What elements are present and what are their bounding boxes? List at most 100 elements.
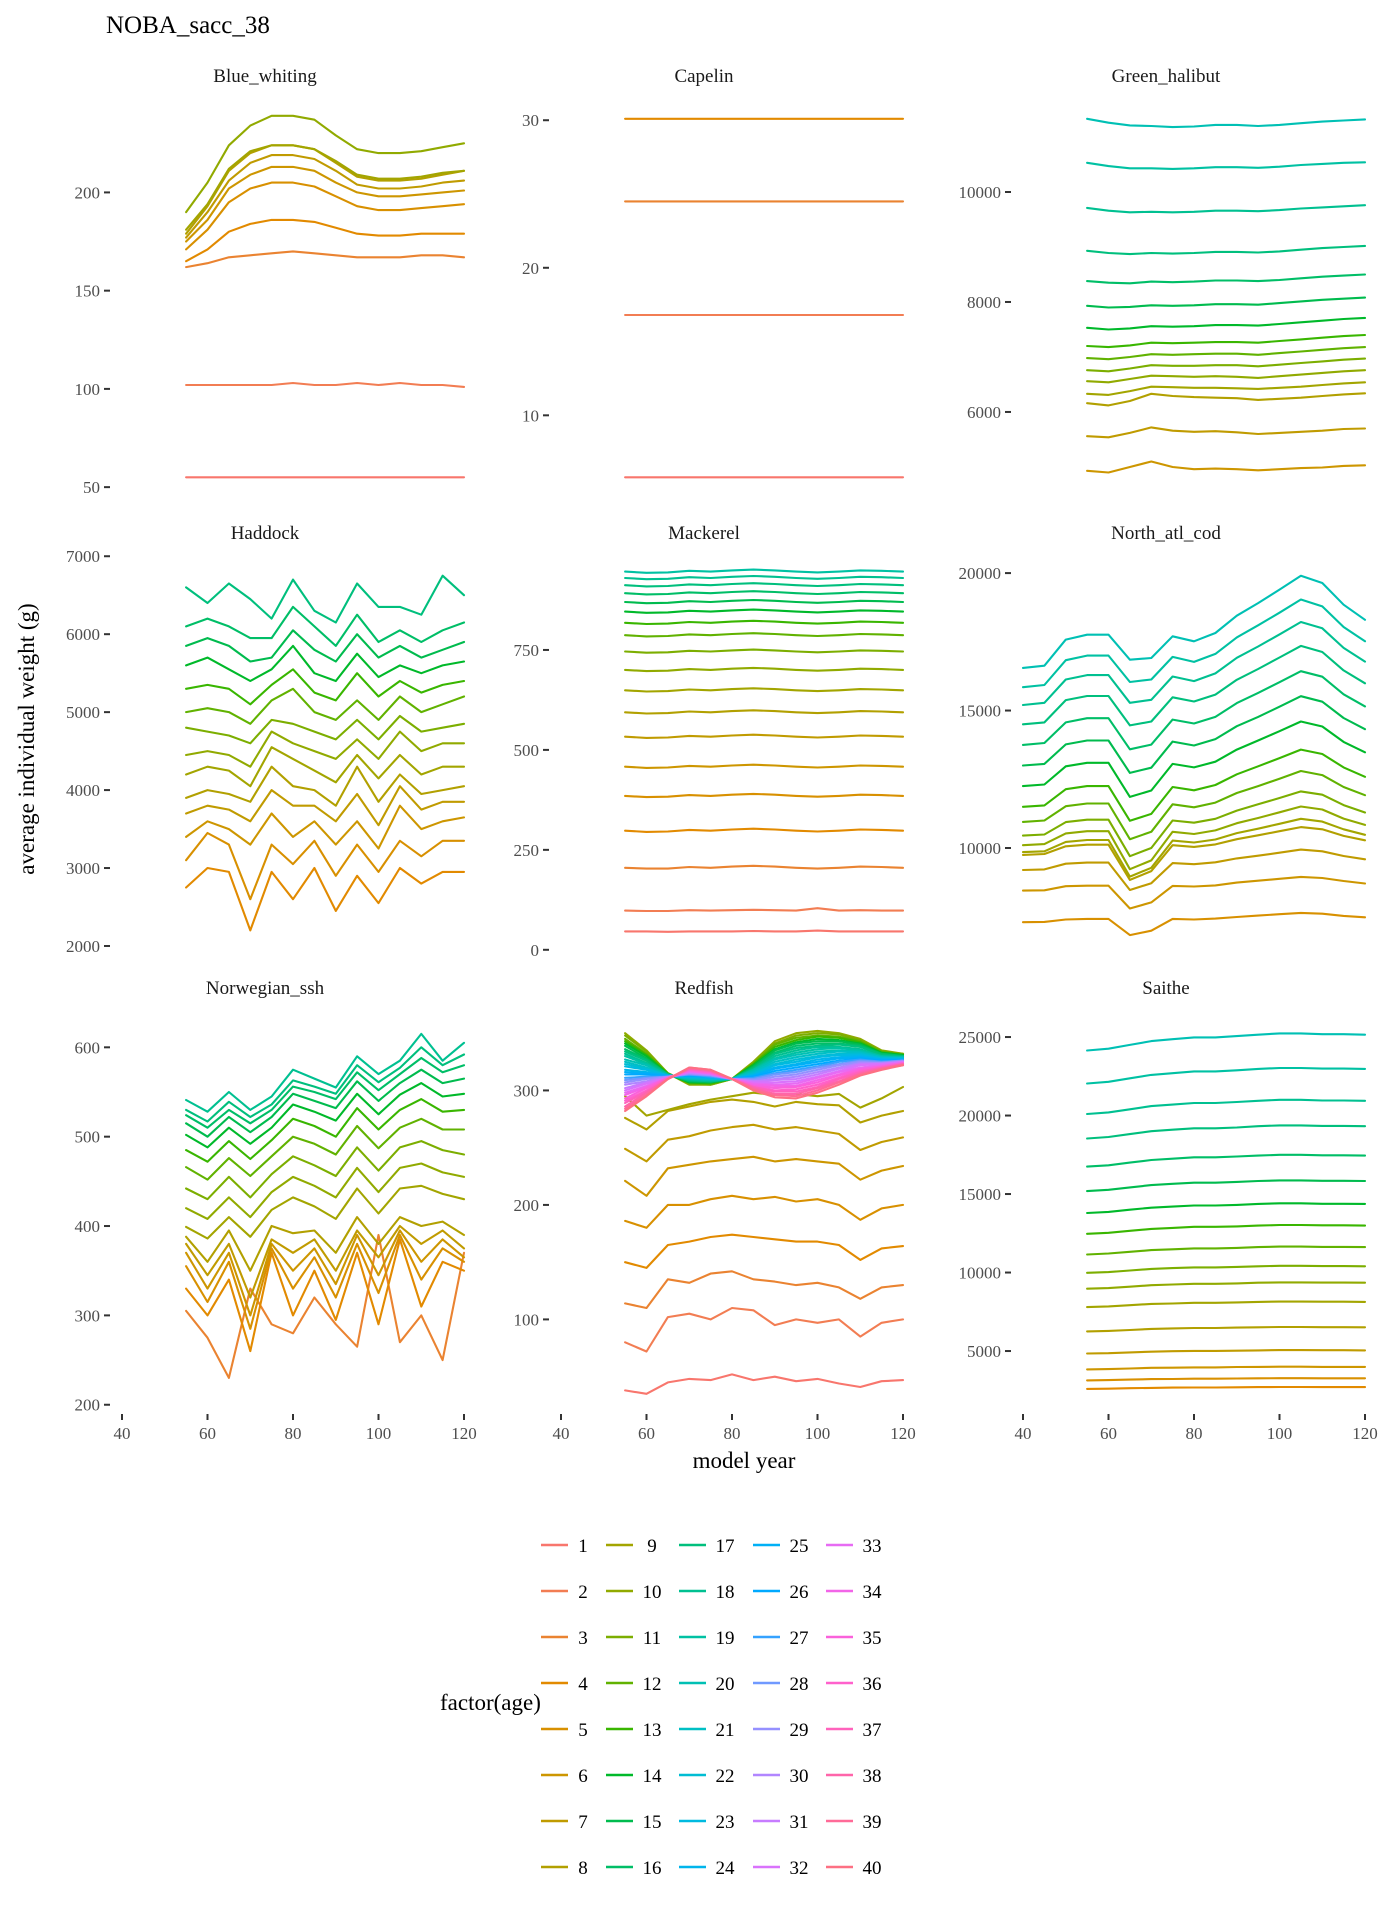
legend-item: 5 [541,1720,588,1741]
legend: factor(age) 1234567891011121314151617181… [440,1536,882,1879]
x-axis-title: model year [693,1448,796,1473]
legend-item: 20 [679,1674,735,1695]
legend-item: 29 [753,1720,809,1741]
y-tick-label: 3000 [66,859,100,878]
legend-label: 21 [716,1720,735,1741]
legend-label: 17 [716,1536,735,1557]
series-line-age-40 [624,1064,905,1113]
y-tick-label: 100 [514,1310,540,1329]
series-line-age-10 [1086,369,1367,384]
strip-label: Norwegian_ssh [206,978,325,999]
strip-label: Redfish [674,978,734,999]
legend-keys: 1234567891011121314151617181920212223242… [541,1536,882,1879]
series-line-age-15 [185,1068,466,1138]
strip-label: Capelin [674,66,734,87]
legend-item: 9 [606,1536,657,1557]
legend-label: 12 [643,1674,662,1695]
series-line-age-12 [1086,346,1367,361]
legend-item: 12 [606,1674,662,1695]
series-line-age-15 [185,629,466,663]
series-line-age-12 [624,632,905,638]
series-line-age-5 [1021,911,1367,937]
series-line-age-18 [1086,1098,1367,1116]
series-line-age-8 [185,765,466,807]
series-line-age-3 [185,1233,466,1379]
series-line-age-14 [1086,1202,1367,1215]
legend-label: 38 [863,1766,882,1787]
legend-item: 35 [826,1628,882,1649]
panel-norwegian-ssh: Norwegian_ssh 200 300 400 500 600 40 60 80 100 120 [75,978,477,1443]
legend-label: 18 [716,1582,735,1603]
y-tick-label: 200 [75,1396,101,1415]
panel-redfish: Redfish 100 200 300 40 60 80 100 120 [514,978,916,1443]
series-line-age-14 [1086,316,1367,331]
x-tick-label: 100 [1267,1424,1293,1443]
y-tick-label: 500 [75,1128,101,1147]
series-line-age-13 [1086,1223,1367,1235]
series-line-age-5 [185,1233,466,1330]
series-line-age-17 [185,574,466,624]
y-tick-label: 20000 [959,564,1002,583]
legend-label: 24 [716,1858,736,1879]
y-tick-label: 20 [522,259,539,278]
series-line-age-7 [185,154,466,239]
legend-label: 23 [716,1812,735,1833]
legend-label: 39 [863,1812,882,1833]
x-tick-label: 60 [638,1424,655,1443]
legend-item: 8 [541,1858,588,1879]
legend-label: 35 [863,1628,882,1649]
series-line-age-4 [185,1238,466,1353]
series-line-age-15 [1086,296,1367,309]
legend-item: 33 [826,1536,882,1557]
series-line-age-6 [185,165,466,243]
series-line-age-1 [624,929,905,933]
facet-panels: Blue_whiting 50 100 150 200 Capelin 10 20 30 Gree… [66,66,1378,1443]
x-tick-label: 120 [451,1424,477,1443]
x-tick-label: 80 [1186,1424,1203,1443]
y-tick-label: 7000 [66,547,100,566]
series-line-age-7 [1086,1349,1367,1355]
legend-label: 30 [790,1766,809,1787]
series-line-age-19 [1086,161,1367,170]
series-line-age-14 [1021,720,1367,798]
series-line-age-6 [624,1155,905,1197]
series-line-age-20 [1086,117,1367,129]
series-line-age-12 [185,1117,466,1181]
y-tick-label: 6000 [66,625,100,644]
series-line-age-7 [624,733,905,739]
y-tick-label: 600 [75,1038,101,1057]
x-tick-label: 80 [285,1424,302,1443]
series-line-age-12 [185,687,466,725]
x-tick-label: 40 [553,1424,570,1443]
y-tick-label: 300 [75,1306,101,1325]
y-tick-label: 200 [514,1196,540,1215]
y-tick-label: 6000 [967,403,1001,422]
panel-capelin: Capelin 10 20 30 [522,66,905,479]
series-line-age-6 [1086,460,1367,474]
series-line-age-3 [624,864,905,870]
legend-label: 26 [790,1582,809,1603]
y-tick-label: 10000 [959,839,1002,858]
legend-label: 40 [863,1858,882,1879]
strip-label: Blue_whiting [213,66,317,87]
x-tick-label: 60 [199,1424,216,1443]
legend-item: 2 [541,1582,588,1603]
legend-item: 17 [679,1536,735,1557]
series-line-age-6 [1086,1365,1367,1371]
series-line-age-4 [185,866,466,932]
series-line-age-13 [185,1098,466,1163]
legend-item: 13 [606,1720,662,1741]
series-line-age-14 [624,608,905,614]
y-tick-label: 10 [522,406,539,425]
series-line-age-17 [624,582,905,588]
series-line-age-5 [624,792,905,799]
series-line-age-11 [185,1140,466,1201]
series-line-age-13 [624,619,905,626]
legend-item: 15 [606,1812,662,1833]
series-line-age-5 [1086,1377,1367,1382]
series-line-age-6 [1021,875,1367,910]
series-line-age-19 [1086,1066,1367,1085]
legend-item: 16 [606,1858,662,1879]
legend-label: 37 [863,1720,882,1741]
series-line-age-16 [185,605,466,647]
